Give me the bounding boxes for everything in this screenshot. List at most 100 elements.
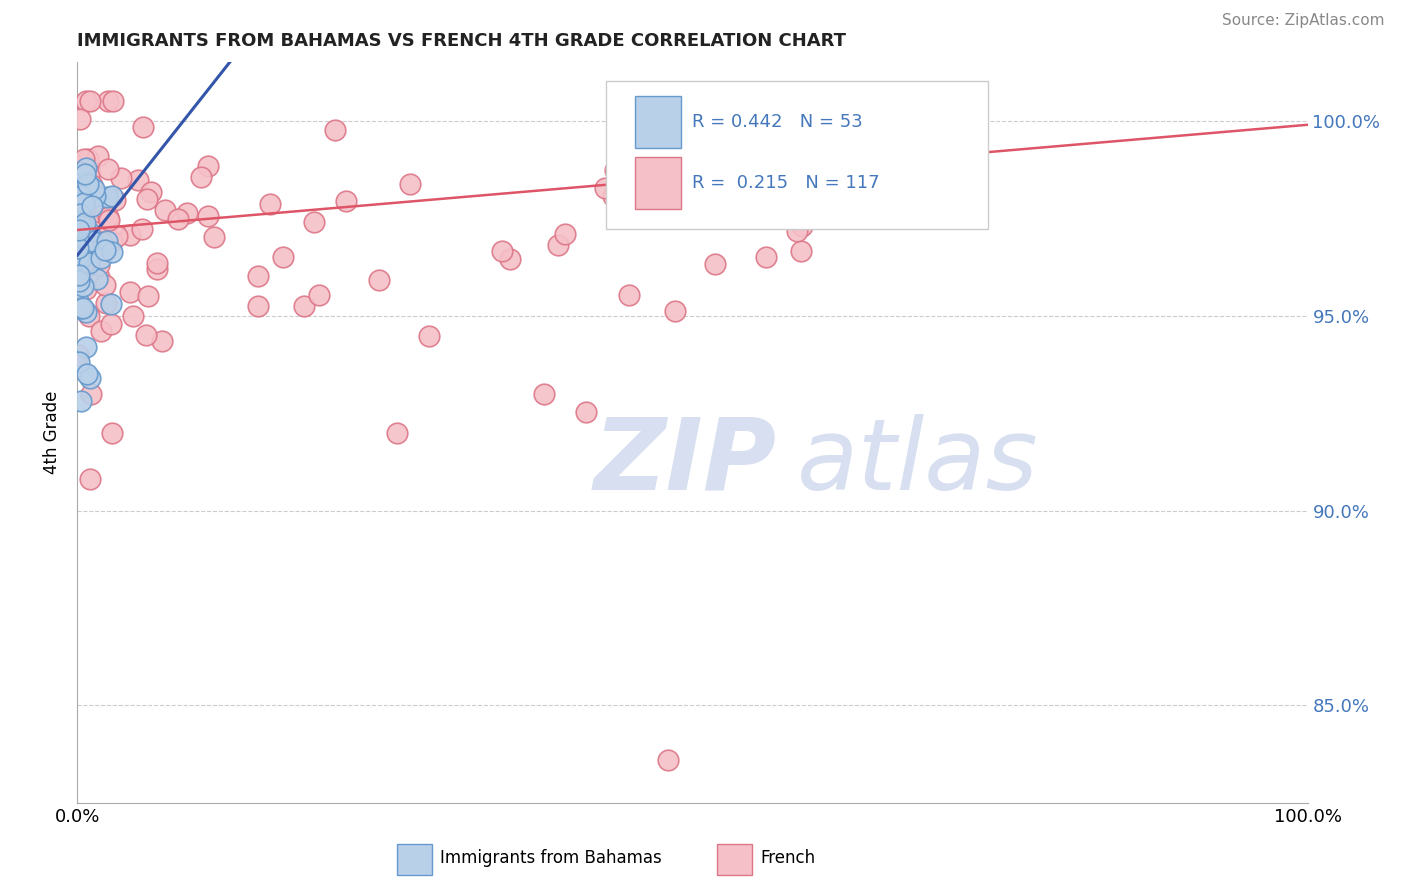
Point — [91, 235, 114, 249]
Point — [73, 216, 96, 230]
Point — [654, 147, 676, 161]
Point — [66, 249, 89, 263]
Point — [385, 425, 408, 440]
Point — [104, 193, 127, 207]
Point — [146, 256, 169, 270]
Point — [80, 386, 103, 401]
Point — [368, 272, 391, 286]
FancyBboxPatch shape — [634, 157, 682, 209]
Text: Source: ZipAtlas.com: Source: ZipAtlas.com — [1222, 13, 1385, 29]
Point — [73, 303, 96, 318]
Point — [76, 152, 98, 166]
Point — [69, 175, 91, 189]
Point — [77, 243, 100, 257]
Point — [75, 305, 97, 319]
Point — [76, 367, 98, 381]
Point — [121, 310, 143, 324]
Point — [73, 194, 96, 208]
Point — [66, 293, 89, 308]
Point — [75, 161, 97, 175]
Point — [323, 122, 346, 136]
Point — [96, 189, 118, 203]
Point — [70, 220, 93, 235]
Point — [136, 289, 159, 303]
Point — [76, 186, 98, 200]
Point — [846, 95, 869, 109]
Point — [176, 206, 198, 220]
Point — [67, 348, 90, 362]
Point — [75, 95, 97, 109]
Point — [90, 324, 112, 338]
Point — [613, 211, 636, 226]
Point — [77, 177, 100, 191]
Point — [66, 241, 89, 255]
Point — [96, 295, 118, 310]
Point — [617, 288, 640, 302]
Point — [69, 394, 91, 409]
Point — [131, 120, 153, 134]
Point — [67, 194, 90, 209]
Point — [87, 270, 110, 285]
Point — [75, 167, 97, 181]
Point — [190, 169, 212, 184]
Point — [79, 472, 101, 486]
Point — [66, 176, 89, 190]
Point — [246, 299, 269, 313]
Point — [70, 204, 93, 219]
Point — [135, 328, 157, 343]
Text: Immigrants from Bahamas: Immigrants from Bahamas — [440, 849, 662, 867]
Point — [89, 258, 111, 272]
Point — [664, 304, 686, 318]
Point — [77, 182, 100, 196]
Text: R =  0.215   N = 117: R = 0.215 N = 117 — [693, 174, 880, 192]
Point — [197, 209, 219, 223]
Point — [69, 195, 91, 210]
Point — [83, 236, 105, 251]
Point — [105, 229, 128, 244]
Point — [83, 182, 105, 196]
Point — [100, 245, 122, 260]
Point — [82, 235, 104, 249]
FancyBboxPatch shape — [717, 844, 752, 875]
Point — [75, 260, 97, 275]
Point — [66, 215, 89, 229]
Point — [103, 95, 125, 109]
Point — [100, 297, 122, 311]
Point — [657, 753, 679, 767]
Point — [80, 267, 103, 281]
Point — [73, 152, 96, 166]
Point — [302, 214, 325, 228]
Point — [69, 186, 91, 200]
Point — [75, 340, 97, 354]
Point — [96, 234, 118, 248]
Point — [755, 250, 778, 264]
Point — [75, 202, 97, 217]
Point — [150, 334, 173, 348]
Point — [547, 237, 569, 252]
Point — [89, 243, 111, 257]
Point — [70, 188, 93, 202]
Point — [136, 192, 159, 206]
Point — [202, 230, 225, 244]
Point — [127, 173, 149, 187]
Point — [67, 185, 90, 199]
Point — [259, 197, 281, 211]
Point — [98, 212, 121, 227]
Point — [821, 168, 844, 182]
Point — [67, 230, 90, 244]
Point — [638, 208, 661, 222]
FancyBboxPatch shape — [398, 844, 432, 875]
Point — [70, 219, 93, 233]
Y-axis label: 4th Grade: 4th Grade — [44, 391, 62, 475]
Point — [714, 199, 737, 213]
Point — [167, 211, 190, 226]
Point — [79, 165, 101, 179]
Point — [335, 194, 357, 209]
Point — [79, 225, 101, 239]
Point — [70, 182, 93, 196]
Point — [418, 329, 440, 343]
Point — [97, 211, 120, 225]
Point — [76, 176, 98, 190]
Point — [70, 301, 93, 316]
Point — [72, 279, 94, 293]
